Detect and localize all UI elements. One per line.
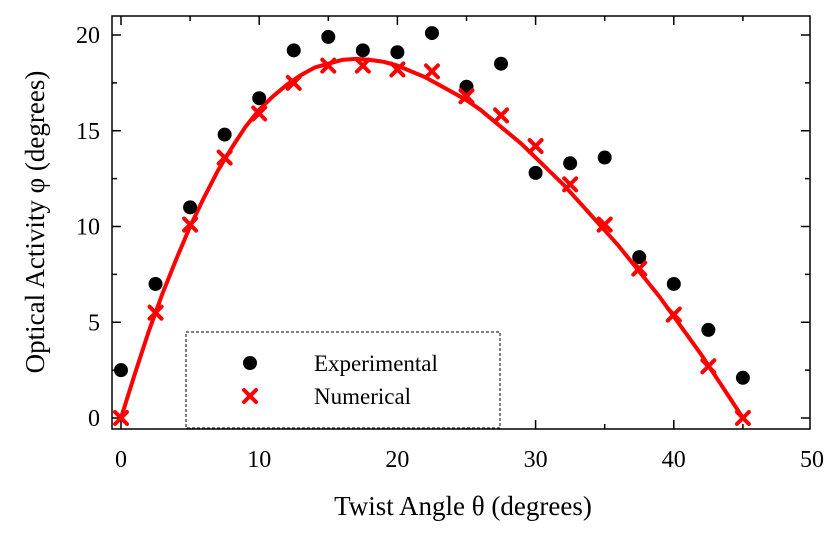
- experimental-point: [597, 150, 612, 165]
- numerical-point: [458, 88, 475, 105]
- experimental-point: [148, 276, 163, 291]
- numerical-point: [562, 176, 579, 193]
- experimental-point: [321, 29, 336, 44]
- numerical-point: [216, 149, 233, 166]
- x-axis-title: Twist Angle θ (degrees): [334, 491, 592, 521]
- numerical-point: [700, 358, 717, 375]
- numerical-point: [631, 260, 648, 277]
- experimental-point: [217, 127, 232, 142]
- numerical-point: [734, 410, 751, 426]
- y-tick-label: 5: [88, 310, 100, 336]
- x-tick-label: 10: [247, 447, 271, 473]
- numerical-point: [320, 57, 337, 74]
- experimental-point: [666, 276, 681, 291]
- x-tick-label: 20: [385, 447, 409, 473]
- experimental-point: [563, 156, 578, 171]
- numerical-point: [113, 410, 129, 426]
- experimental-point: [286, 43, 301, 58]
- x-tick-label: 40: [662, 447, 686, 473]
- experimental-point: [390, 45, 405, 60]
- experimental-point: [114, 363, 128, 378]
- y-tick-labels: 0 5 10 15 20: [76, 23, 100, 432]
- y-tick-label: 15: [76, 119, 100, 145]
- experimental-point: [355, 43, 370, 58]
- numerical-point: [596, 216, 613, 233]
- legend-experimental-label: Experimental: [314, 351, 438, 376]
- axis-ticks: [112, 16, 810, 429]
- numerical-point: [527, 138, 544, 155]
- numerical-point: [423, 63, 440, 80]
- legend-numerical-label: Numerical: [314, 384, 411, 409]
- experimental-point: [701, 322, 716, 337]
- legend-experimental-marker: [243, 356, 257, 370]
- experimental-point: [252, 91, 267, 106]
- experimental-point: [735, 370, 750, 385]
- x-tick-label: 30: [524, 447, 548, 473]
- legend-numerical-marker: [242, 388, 258, 404]
- legend: Experimental Numerical: [185, 331, 501, 429]
- y-tick-label: 20: [76, 23, 100, 49]
- numerical-point: [354, 57, 371, 74]
- numerical-point: [493, 107, 510, 124]
- x-tick-labels: 0 10 20 30 40 50: [115, 447, 824, 473]
- experimental-point: [424, 26, 439, 41]
- numerical-point: [665, 306, 682, 323]
- experimental-point: [494, 56, 509, 71]
- experimental-series: [114, 26, 750, 385]
- x-tick-label: 50: [800, 447, 824, 473]
- legend-box: [185, 331, 501, 429]
- experimental-point: [528, 165, 543, 180]
- numerical-point: [285, 74, 302, 91]
- numerical-point: [389, 61, 406, 78]
- numerical-point: [251, 105, 268, 122]
- experimental-point: [183, 200, 198, 215]
- x-tick-label: 0: [115, 447, 127, 473]
- experimental-point: [632, 250, 647, 265]
- y-axis-title: Optical Activity φ (degrees): [20, 71, 50, 374]
- numerical-point: [147, 304, 164, 321]
- numerical-series: [113, 57, 751, 426]
- y-tick-label: 10: [76, 215, 100, 241]
- y-tick-label: 0: [88, 406, 100, 432]
- plot-frame: [111, 15, 811, 430]
- numerical-point: [182, 216, 199, 233]
